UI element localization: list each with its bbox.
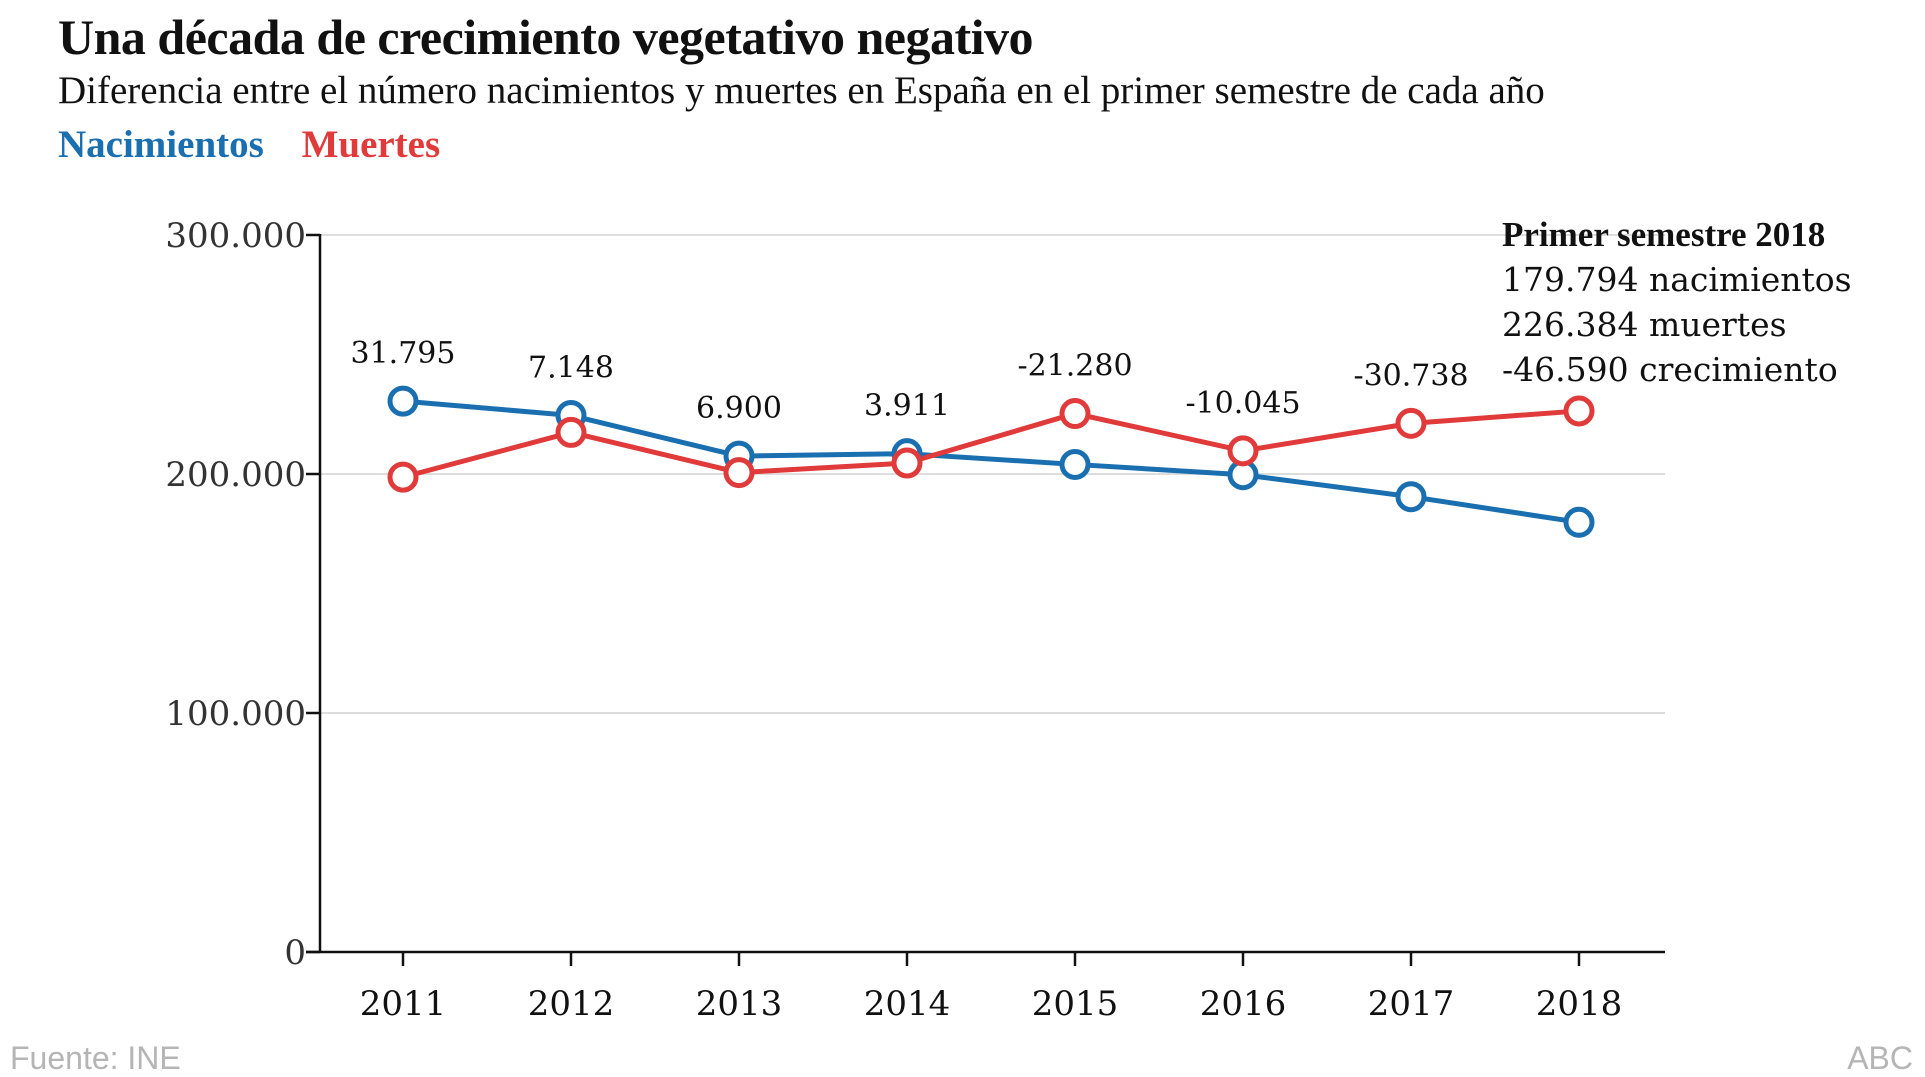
x-tick-label: 2011 (360, 984, 447, 1024)
x-tick-label: 2018 (1536, 984, 1623, 1024)
x-tick-label: 2014 (864, 984, 951, 1024)
legend-deaths: Muertes (301, 123, 441, 166)
data-point-deaths (1395, 407, 1427, 439)
difference-label: 31.795 (351, 336, 456, 371)
y-tick-label: 100.000 (165, 694, 306, 734)
data-point-births (1059, 448, 1091, 480)
difference-label: -30.738 (1353, 358, 1468, 393)
data-point-deaths (555, 416, 587, 448)
chart-subtitle: Diferencia entre el número nacimientos y… (58, 69, 1545, 112)
publisher-credit: ABC (1847, 1040, 1913, 1076)
difference-label: -21.280 (1017, 349, 1132, 384)
difference-label: 6.900 (696, 391, 782, 426)
y-tick-label: 0 (284, 933, 306, 973)
x-tick-label: 2012 (528, 984, 615, 1024)
data-point-deaths (1227, 435, 1259, 467)
difference-label: 7.148 (528, 350, 614, 385)
data-point-deaths (723, 457, 755, 489)
annotation-births: 179.794 nacimientos (1502, 260, 1852, 299)
data-point-births (387, 385, 419, 417)
difference-label: -10.045 (1185, 386, 1300, 421)
difference-label: 3.911 (864, 389, 950, 424)
annotation-deaths: 226.384 muertes (1502, 305, 1787, 344)
series-line-deaths (402, 408, 1580, 480)
annotation-2018: Primer semestre 2018 179.794 nacimientos… (1502, 212, 1852, 392)
source-note: Fuente: INE (10, 1040, 181, 1076)
data-point-deaths (387, 461, 419, 493)
annotation-growth: -46.590 crecimiento (1502, 350, 1838, 389)
annotation-heading: Primer semestre 2018 (1502, 215, 1826, 254)
x-tick-label: 2017 (1368, 984, 1455, 1024)
data-point-deaths (1563, 395, 1595, 427)
data-point-deaths (1059, 398, 1091, 430)
legend: Nacimientos Muertes (58, 122, 468, 167)
data-point-deaths (891, 447, 923, 479)
data-point-births (1563, 506, 1595, 538)
legend-births: Nacimientos (58, 123, 264, 166)
data-point-births (1395, 481, 1427, 513)
x-tick-label: 2016 (1200, 984, 1287, 1024)
y-tick-label: 200.000 (165, 455, 306, 495)
y-tick-label: 300.000 (165, 216, 306, 256)
series-line-births (402, 398, 1580, 525)
x-tick-label: 2013 (696, 984, 783, 1024)
x-tick-label: 2015 (1032, 984, 1119, 1024)
chart-title: Una década de crecimiento vegetativo neg… (58, 9, 1034, 65)
